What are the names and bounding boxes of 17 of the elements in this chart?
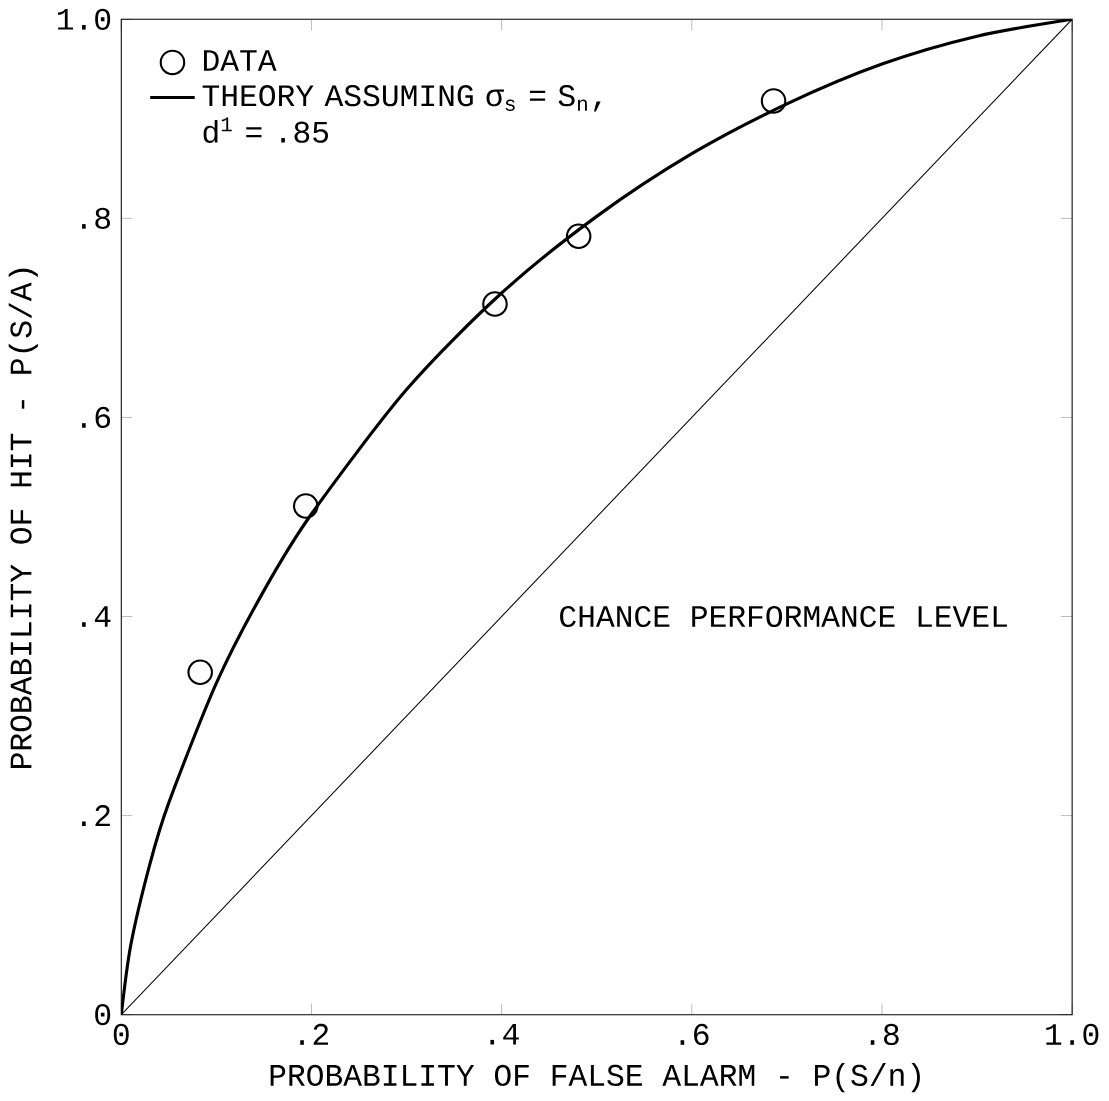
x-tick-label: .6 xyxy=(680,1023,709,1046)
x-tick-label: 0 xyxy=(113,1023,129,1046)
y-axis-title: PROBABILITY OF HIT - P(S/A) xyxy=(8,268,38,768)
y-tick-label: .6 xyxy=(82,406,111,429)
x-tick-label: .2 xyxy=(300,1023,329,1045)
y-tick-label: 0 xyxy=(95,1004,111,1026)
y-tick-label: 1.0 xyxy=(58,8,111,30)
x-tick-label: .8 xyxy=(870,1023,899,1046)
y-tick-label: .4 xyxy=(82,606,111,627)
series-label: CHANCE PERFORMANCE LEVEL xyxy=(560,605,1007,628)
x-tick-label: .4 xyxy=(490,1023,519,1045)
text: THEORY ASSUMING σ$_{s}$ = S$_{n}$, d$^{1}$ = .85 xyxy=(202,85,601,143)
y-tick-label: .2 xyxy=(82,805,110,827)
y-tick-label: .8 xyxy=(82,207,111,230)
x-tick-label: 1.0 xyxy=(1046,1023,1099,1046)
legend-label: DATA xyxy=(203,50,277,71)
x-axis-title: PROBABILITY OF FALSE ALARM - P(S/n) xyxy=(270,1063,920,1093)
